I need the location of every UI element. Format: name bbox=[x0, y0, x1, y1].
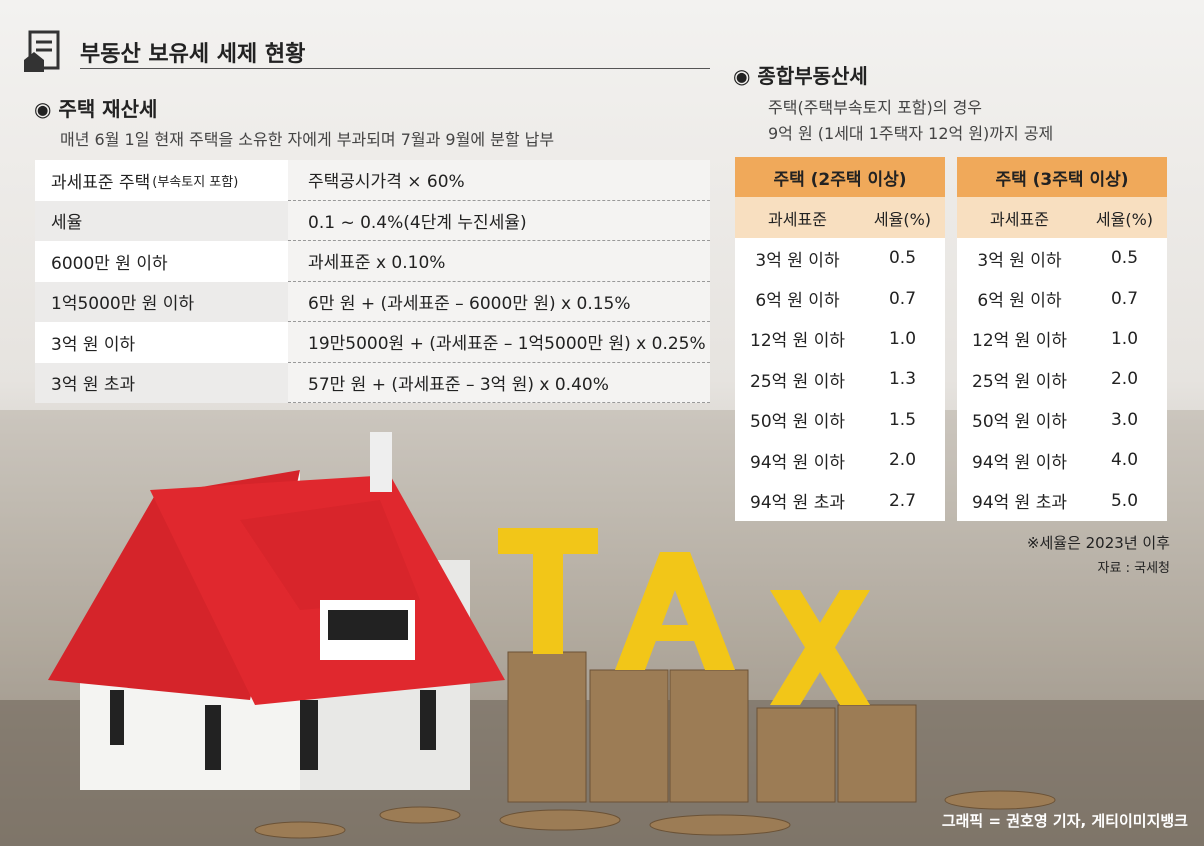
label-text: 1억5000만 원 이하 bbox=[51, 294, 195, 315]
section-description: 9억 원 (1세대 1주택자 12억 원)까지 공제 bbox=[768, 124, 1054, 143]
column-header: 과세표준 bbox=[735, 197, 860, 238]
row-value: 주택공시가격 × 60% bbox=[288, 160, 710, 201]
bracket-cell: 12억 원 이하 bbox=[735, 318, 860, 360]
row-label: 6000만 원 이하 bbox=[35, 241, 288, 282]
bracket-cell: 6억 원 이하 bbox=[957, 278, 1082, 319]
rate-table: 주택 (3주택 이상) 과세표준 세율(%) 3억 원 이하 0.5 6억 원 이하 0.7… bbox=[957, 157, 1167, 521]
rate-cell: 4.0 bbox=[1082, 440, 1167, 481]
section-title: ◉ 종합부동산세 bbox=[733, 64, 868, 88]
bracket-cell: 50억 원 이하 bbox=[735, 399, 860, 440]
table-title: 주택 (3주택 이상) bbox=[957, 157, 1167, 197]
rate-cell: 1.0 bbox=[860, 318, 945, 360]
label-note: (부속토지 포함) bbox=[152, 174, 239, 190]
bracket-cell: 94억 원 초과 bbox=[735, 480, 860, 521]
row-value: 57만 원 + (과세표준 – 3억 원) x 0.40% bbox=[288, 362, 710, 403]
row-label: 1억5000만 원 이하 bbox=[35, 281, 288, 322]
label-text: 세율 bbox=[51, 213, 83, 234]
row-value: 과세표준 x 0.10% bbox=[288, 241, 710, 282]
section-title-text: 주택 재산세 bbox=[58, 97, 158, 121]
column-header: 과세표준 bbox=[957, 197, 1082, 238]
note: ※세율은 2023년 이후 bbox=[1026, 534, 1170, 552]
row-label: 과세표준 주택 (부속토지 포함) bbox=[35, 160, 288, 201]
section-title-text: 종합부동산세 bbox=[757, 64, 868, 88]
source: 자료 : 국세청 bbox=[1097, 561, 1170, 576]
page-title: 부동산 보유세 세제 현황 bbox=[80, 42, 306, 67]
title-rule bbox=[80, 68, 710, 69]
bracket-cell: 6억 원 이하 bbox=[735, 278, 860, 319]
rate-cell: 0.7 bbox=[1082, 278, 1167, 319]
rate-cell: 0.5 bbox=[860, 238, 945, 279]
row-value: 19만5000원 + (과세표준 – 1억5000만 원) x 0.25% bbox=[288, 322, 710, 363]
label-text: 과세표준 주택 bbox=[51, 172, 151, 193]
rate-cell: 0.7 bbox=[860, 278, 945, 319]
section-title: ◉ 주택 재산세 bbox=[34, 97, 158, 121]
bracket-cell: 94억 원 초과 bbox=[957, 480, 1082, 521]
rate-cell: 5.0 bbox=[1082, 480, 1167, 521]
rate-table: 주택 (2주택 이상) 과세표준 세율(%) 3억 원 이하 0.5 6억 원 이하 0.7… bbox=[735, 157, 945, 521]
bracket-cell: 94억 원 이하 bbox=[735, 440, 860, 481]
bracket-cell: 50억 원 이하 bbox=[957, 399, 1082, 440]
rate-cell: 2.0 bbox=[1082, 359, 1167, 400]
label-text: 3억 원 이하 bbox=[51, 334, 136, 355]
row-label: 3억 원 이하 bbox=[35, 322, 288, 363]
rate-cell: 1.5 bbox=[860, 399, 945, 440]
row-label: 3억 원 초과 bbox=[35, 362, 288, 403]
bracket-cell: 25억 원 이하 bbox=[735, 359, 860, 400]
bracket-cell: 3억 원 이하 bbox=[957, 238, 1082, 279]
rate-cell: 1.3 bbox=[860, 359, 945, 400]
bracket-cell: 3억 원 이하 bbox=[735, 238, 860, 279]
rate-cell: 2.7 bbox=[860, 480, 945, 521]
credit: 그래픽 = 권호영 기자, 게티이미지뱅크 bbox=[941, 812, 1188, 830]
rate-cell: 0.5 bbox=[1082, 238, 1167, 279]
table-title: 주택 (2주택 이상) bbox=[735, 157, 945, 197]
document-icon bbox=[24, 30, 60, 72]
row-value: 0.1 ~ 0.4%(4단계 누진세율) bbox=[288, 200, 710, 241]
row-value: 6만 원 + (과세표준 – 6000만 원) x 0.15% bbox=[288, 281, 710, 322]
bracket-cell: 94억 원 이하 bbox=[957, 440, 1082, 481]
bracket-cell: 12억 원 이하 bbox=[957, 318, 1082, 360]
column-header: 세율(%) bbox=[1082, 197, 1167, 238]
section-description: 주택(주택부속토지 포함)의 경우 bbox=[768, 98, 983, 117]
label-text: 6000만 원 이하 bbox=[51, 253, 168, 274]
property-tax-table: 과세표준 주택 (부속토지 포함) 주택공시가격 × 60% 세율 0.1 ~ 0.4%… bbox=[35, 160, 710, 403]
label-text: 3억 원 초과 bbox=[51, 375, 136, 396]
bracket-cell: 25억 원 이하 bbox=[957, 359, 1082, 400]
rate-cell: 1.0 bbox=[1082, 318, 1167, 360]
row-label: 세율 bbox=[35, 200, 288, 241]
column-header: 세율(%) bbox=[860, 197, 945, 238]
section-description: 매년 6월 1일 현재 주택을 소유한 자에게 부과되며 7월과 9월에 분할 … bbox=[60, 130, 555, 149]
rate-cell: 2.0 bbox=[860, 440, 945, 481]
rate-cell: 3.0 bbox=[1082, 399, 1167, 440]
